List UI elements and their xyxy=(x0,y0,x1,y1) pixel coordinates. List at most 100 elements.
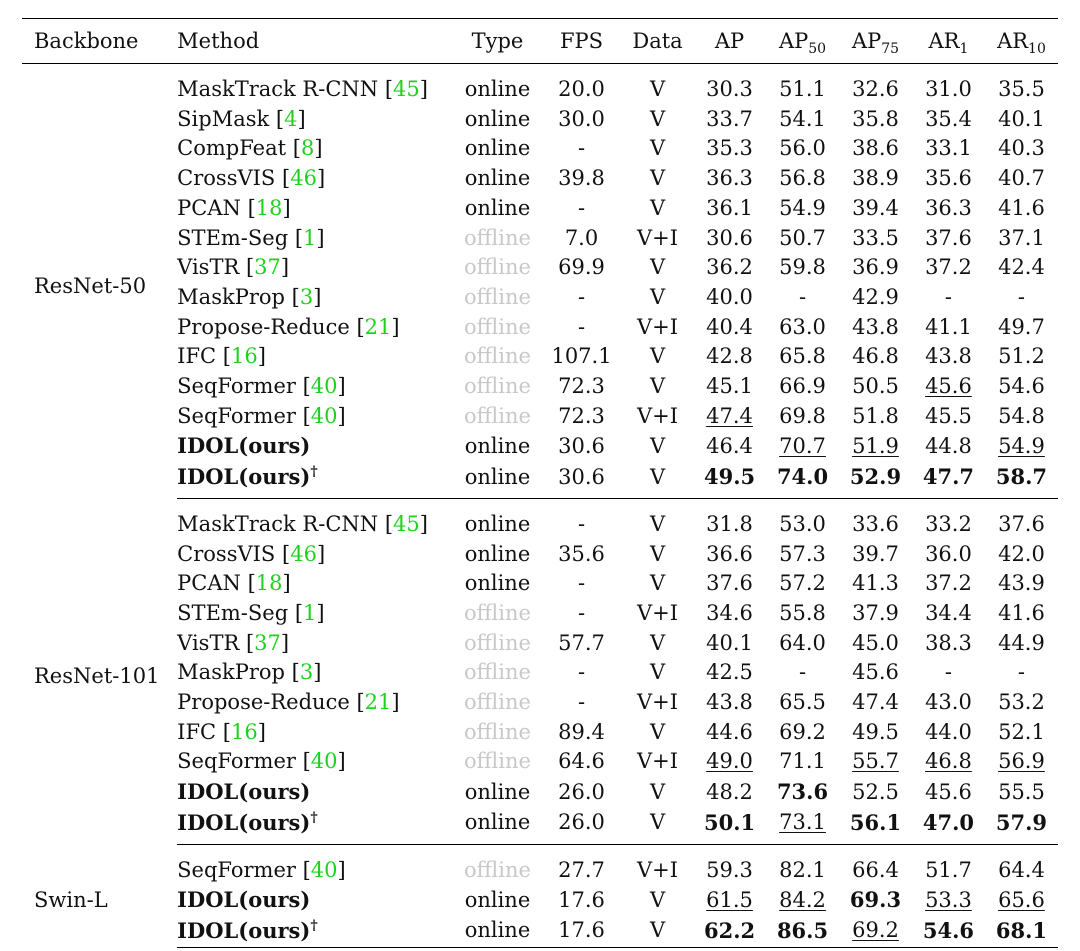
citation-link[interactable]: 37 xyxy=(254,255,281,280)
type-cell: online xyxy=(464,779,531,804)
citation-link[interactable]: 37 xyxy=(254,630,281,655)
ar10-cell: 51.2 xyxy=(985,342,1058,372)
citation-link[interactable]: 3 xyxy=(299,660,314,685)
citation-link[interactable]: 21 xyxy=(364,690,392,715)
citation-link[interactable]: 1 xyxy=(303,600,317,625)
dagger-mark: † xyxy=(310,809,318,826)
ap50-cell: 51.1 xyxy=(766,64,839,105)
citation-link[interactable]: 4 xyxy=(284,106,298,131)
ap50-value: 50.7 xyxy=(779,225,826,250)
citation-link[interactable]: 46 xyxy=(290,541,317,566)
ar10-value: 53.2 xyxy=(998,690,1045,715)
ap-value: 49.0 xyxy=(706,749,753,774)
header-fps: FPS xyxy=(541,18,623,64)
citation-link[interactable]: 46 xyxy=(290,166,317,191)
ap50-value: 57.2 xyxy=(779,571,826,596)
method-cell: VisTR [37] xyxy=(177,255,290,280)
citation-link[interactable]: 40 xyxy=(310,374,338,399)
ap-cell: 36.1 xyxy=(693,194,766,224)
ar1-cell: 51.7 xyxy=(912,844,985,885)
results-table: Backbone Method Type FPS Data AP AP50 AP… xyxy=(22,18,1058,948)
data-cell: V xyxy=(649,779,666,804)
type-cell: offline xyxy=(464,284,531,309)
ar1-value: 47.0 xyxy=(922,809,975,835)
citation-link[interactable]: 21 xyxy=(364,314,392,339)
type-cell: online xyxy=(464,511,531,536)
citation-link[interactable]: 3 xyxy=(299,284,314,309)
fps-cell: - xyxy=(577,314,586,339)
ap50-value: 70.7 xyxy=(779,433,826,458)
citation-link[interactable]: 45 xyxy=(393,77,420,101)
ap50-cell: 70.7 xyxy=(766,431,839,462)
ap50-cell: 63.0 xyxy=(766,313,839,343)
ap-value: 59.3 xyxy=(706,857,753,882)
citation-link[interactable]: 40 xyxy=(310,857,338,882)
ar10-cell: 42.0 xyxy=(985,540,1058,570)
method-name: SeqFormer xyxy=(177,749,296,774)
table-row: MaskProp [3] offline - V 42.5 - 45.6 - - xyxy=(22,658,1058,688)
table-row: CompFeat [8] online - V 35.3 56.0 38.6 33.1 40.3 xyxy=(22,134,1058,164)
data-cell: V xyxy=(649,374,666,399)
ar10-value: 49.7 xyxy=(998,314,1045,339)
header-ar10: AR10 xyxy=(984,18,1058,64)
ar10-value: 54.6 xyxy=(998,374,1045,399)
fps-cell: 27.7 xyxy=(558,857,605,882)
ar1-value: 31.0 xyxy=(925,77,972,101)
header-ap75-label: AP xyxy=(851,29,882,53)
citation-link[interactable]: 16 xyxy=(230,719,258,744)
citation-link[interactable]: 8 xyxy=(300,136,315,161)
ap75-value: 39.7 xyxy=(852,541,899,566)
ap-value: 40.0 xyxy=(706,284,753,309)
ap-value: 31.8 xyxy=(706,511,753,536)
header-ar1-sub: 1 xyxy=(959,41,969,58)
ar1-value: 38.3 xyxy=(925,630,972,655)
ap50-value: 53.0 xyxy=(779,511,826,536)
citation-link[interactable]: 45 xyxy=(393,511,420,536)
type-cell: offline xyxy=(464,225,531,250)
ap75-value: 56.1 xyxy=(849,809,902,835)
ar1-value: 33.1 xyxy=(925,136,972,161)
ar1-cell: - xyxy=(912,658,985,688)
citation-link[interactable]: 18 xyxy=(255,571,283,596)
data-cell: V xyxy=(649,887,666,912)
ar10-value: 55.5 xyxy=(998,779,1045,804)
ar1-cell: 35.6 xyxy=(912,164,985,194)
ar10-cell: 68.1 xyxy=(984,915,1058,948)
ap-value: 45.1 xyxy=(706,374,753,399)
fps-cell: 30.6 xyxy=(541,462,623,499)
ap50-cell: 57.2 xyxy=(766,569,839,599)
method-cell: SeqFormer [40] xyxy=(177,374,346,399)
method-name: IDOL(ours) xyxy=(177,779,311,805)
citation-link[interactable]: 40 xyxy=(310,403,338,428)
ar1-cell: 33.2 xyxy=(912,498,985,539)
ap-value: 42.5 xyxy=(706,660,753,685)
citation-link[interactable]: 40 xyxy=(310,749,338,774)
ap50-value: 84.2 xyxy=(779,887,826,912)
citation-link[interactable]: 1 xyxy=(303,225,317,250)
ap-value: 43.8 xyxy=(706,690,753,715)
type-cell: offline xyxy=(464,857,531,882)
ar1-cell: 46.8 xyxy=(912,747,985,777)
ap75-cell: 47.4 xyxy=(839,688,912,718)
method-cell: CompFeat [8] xyxy=(177,136,323,161)
method-name: PCAN xyxy=(177,195,241,220)
data-cell: V xyxy=(649,630,666,655)
ap-value: 47.4 xyxy=(706,403,753,428)
ap75-value: 52.5 xyxy=(852,779,899,804)
data-cell: V xyxy=(649,255,666,280)
ap75-cell: 39.7 xyxy=(839,540,912,570)
header-ar1-label: AR xyxy=(928,29,960,53)
table-row: IDOL(ours)† online 30.6 V 49.5 74.0 52.9 47.7 58… xyxy=(22,462,1058,499)
ap50-cell: 55.8 xyxy=(766,599,839,629)
data-cell: V xyxy=(649,660,666,685)
header-backbone-label: Backbone xyxy=(34,29,139,53)
method-cell: MaskTrack R-CNN [45] xyxy=(177,511,428,536)
dagger-mark: † xyxy=(310,917,318,934)
ar1-cell: 43.8 xyxy=(912,342,985,372)
ar10-cell: 55.5 xyxy=(985,777,1058,808)
ap50-cell: 65.5 xyxy=(766,688,839,718)
ap75-cell: 45.0 xyxy=(839,629,912,659)
ar1-value: 37.6 xyxy=(925,225,972,250)
citation-link[interactable]: 18 xyxy=(255,195,283,220)
citation-link[interactable]: 16 xyxy=(230,344,258,369)
